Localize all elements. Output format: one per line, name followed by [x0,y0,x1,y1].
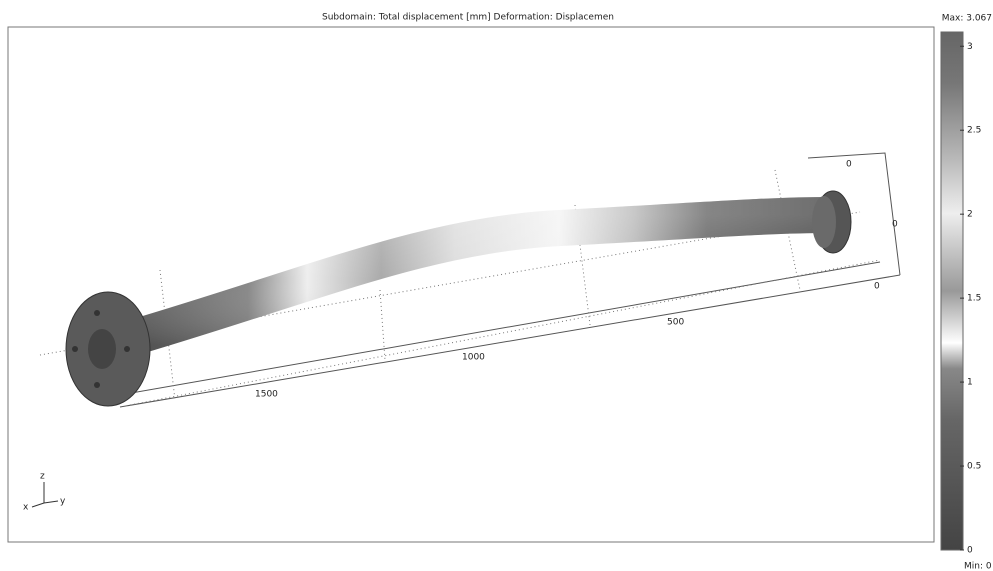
tick-label: 1.5 [967,294,981,304]
tick-label: 1 [967,378,973,388]
plot-frame [8,27,934,542]
colorbar [941,32,963,550]
triad-label: z [40,472,45,482]
bounding-box [40,153,900,407]
pipe [66,191,851,406]
screen: Subdomain: Total displacement [mm] Defor… [0,0,993,571]
plot-title: Subdomain: Total displacement [mm] Defor… [322,13,614,23]
axis-triad: z y x [23,472,66,513]
axis-label: 1000 [462,353,485,363]
tick-label: 0.5 [967,462,981,472]
axis-label: 500 [667,318,684,328]
colorbar-min: Min: 0 [964,562,992,571]
colorbar-max: Max: 3.067 [942,14,992,24]
axis-label: 0 [874,282,880,292]
tick-label: 2.5 [967,126,981,136]
tick-label: 2 [967,210,973,220]
axis-label: 0 [892,220,898,230]
tick-label: 3 [967,42,973,52]
tick-label: 0 [967,546,973,556]
axis-label: 0 [846,160,852,170]
triad-label: y [60,497,66,507]
axis-label: 1500 [255,390,278,400]
triad-label: x [23,503,29,513]
